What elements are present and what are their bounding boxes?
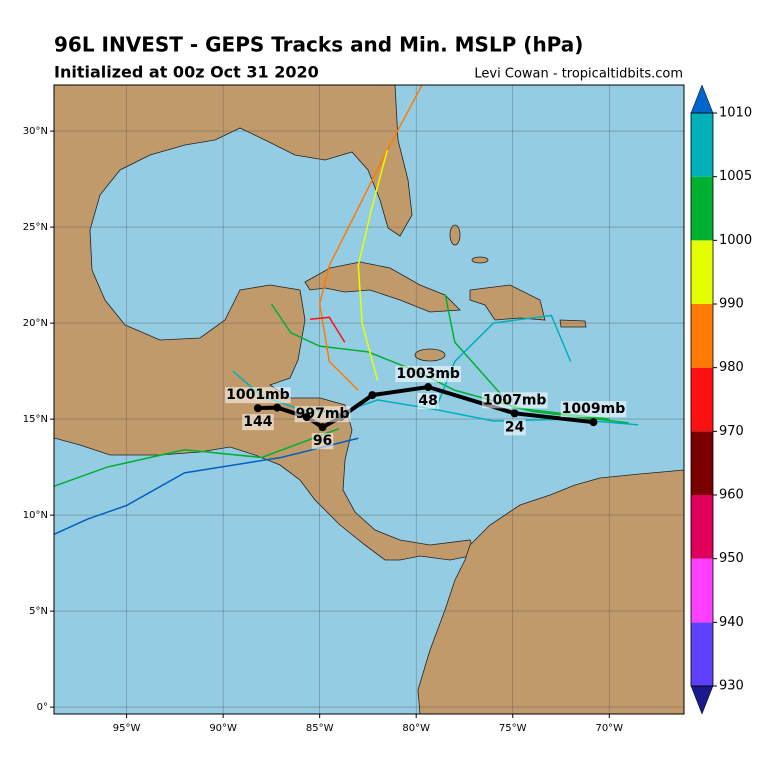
hour-label: 96 bbox=[313, 433, 332, 449]
label-bg bbox=[503, 419, 526, 436]
track-point bbox=[253, 404, 262, 413]
colorbar-label: 960 bbox=[719, 488, 744, 503]
member-track bbox=[54, 427, 340, 487]
x-tick-label: 95°W bbox=[113, 723, 141, 734]
colorbar-label: 940 bbox=[719, 615, 744, 630]
credit: Levi Cowan - tropicaltidbits.com bbox=[474, 67, 683, 82]
label-bg bbox=[417, 393, 439, 410]
x-tick-label: 80°W bbox=[402, 723, 430, 734]
label-bg bbox=[395, 366, 461, 383]
land bbox=[54, 85, 684, 714]
y-tick-label: 0° bbox=[37, 702, 48, 713]
y-tick-label: 15°N bbox=[23, 414, 48, 425]
colorbar-over bbox=[690, 84, 714, 114]
y-tick-label: 20°N bbox=[23, 318, 48, 329]
colorbar-segment bbox=[691, 558, 713, 623]
label-bg bbox=[560, 401, 627, 418]
title: 96L INVEST - GEPS Tracks and Min. MSLP (… bbox=[54, 33, 583, 57]
pressure-label: 1003mb bbox=[396, 366, 460, 382]
colorbar-segment bbox=[691, 431, 713, 495]
hour-label: 48 bbox=[418, 393, 437, 409]
map-frame bbox=[53, 84, 685, 715]
colorbar-frame bbox=[690, 112, 714, 687]
colorbar-segment bbox=[691, 304, 713, 368]
track-point bbox=[368, 391, 377, 400]
pressure-label: 1007mb bbox=[483, 392, 547, 408]
colorbar-label: 1000 bbox=[719, 233, 752, 248]
colorbar-label: 1010 bbox=[719, 106, 752, 121]
label-bg bbox=[481, 392, 548, 409]
colorbar-label: 950 bbox=[719, 551, 744, 566]
track-point bbox=[318, 423, 327, 432]
x-tick-label: 85°W bbox=[306, 723, 334, 734]
member-track bbox=[357, 150, 388, 381]
label-bg bbox=[311, 433, 334, 450]
colorbar-label: 970 bbox=[719, 424, 744, 439]
x-tick-label: 75°W bbox=[499, 723, 527, 734]
track-point bbox=[589, 418, 598, 427]
member-track bbox=[309, 316, 346, 343]
colorbar-segment bbox=[691, 113, 713, 177]
x-tick-label: 70°W bbox=[595, 723, 623, 734]
colorbar-segment bbox=[691, 240, 713, 304]
pressure-label: 1001mb bbox=[226, 387, 290, 403]
y-tick-label: 10°N bbox=[23, 510, 48, 521]
track-point bbox=[424, 383, 433, 392]
y-tick-label: 25°N bbox=[23, 222, 48, 233]
colorbar-segment bbox=[691, 495, 713, 559]
colorbar-label: 980 bbox=[719, 360, 744, 375]
colorbar-segment bbox=[691, 176, 713, 241]
hour-label: 24 bbox=[505, 419, 525, 435]
x-tick-label: 90°W bbox=[209, 723, 237, 734]
track-point bbox=[510, 409, 519, 418]
label-bg bbox=[225, 387, 291, 404]
hour-label: 144 bbox=[243, 414, 272, 430]
track-point bbox=[273, 403, 282, 412]
pressure-label: 1009mb bbox=[562, 401, 626, 417]
y-tick-label: 30°N bbox=[23, 126, 48, 137]
colorbar-segment bbox=[691, 622, 713, 686]
colorbar-label: 930 bbox=[719, 679, 744, 694]
colorbar-label: 990 bbox=[719, 297, 744, 312]
track-point bbox=[302, 413, 311, 422]
colorbar-segment bbox=[691, 367, 713, 432]
colorbar-label: 1005 bbox=[719, 169, 752, 184]
y-tick-label: 5°N bbox=[29, 606, 48, 617]
subtitle: Initialized at 00z Oct 31 2020 bbox=[54, 63, 319, 82]
label-bg bbox=[242, 414, 274, 431]
member-track bbox=[54, 437, 359, 535]
colorbar-under bbox=[690, 685, 714, 715]
